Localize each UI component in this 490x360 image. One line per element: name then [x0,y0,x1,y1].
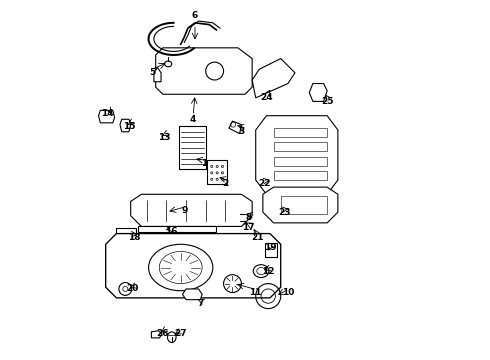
Bar [273,128,327,137]
Text: 23: 23 [278,208,291,217]
Text: 21: 21 [251,233,264,242]
Text: 2: 2 [222,179,228,188]
Text: 17: 17 [242,222,255,231]
Polygon shape [106,234,281,298]
Text: 8: 8 [245,213,252,222]
Text: 15: 15 [122,122,135,131]
Bar [179,126,206,169]
Text: 14: 14 [101,109,114,118]
Polygon shape [229,121,242,134]
Text: 24: 24 [260,93,273,102]
Bar [281,196,327,214]
Text: 16: 16 [166,227,178,236]
Bar [265,243,277,257]
Polygon shape [120,119,131,132]
Text: 19: 19 [264,243,276,252]
Text: 7: 7 [197,299,203,308]
Polygon shape [98,111,115,123]
Polygon shape [263,187,338,223]
Text: 25: 25 [321,97,333,106]
Bar [273,171,327,180]
Polygon shape [252,59,295,98]
Bar [207,160,227,184]
Polygon shape [151,331,162,338]
Polygon shape [256,116,338,194]
Polygon shape [154,67,161,82]
Text: 22: 22 [258,179,271,188]
Text: 13: 13 [158,132,171,141]
Text: 27: 27 [174,329,187,338]
Text: 1: 1 [201,159,207,168]
Text: 5: 5 [149,68,155,77]
Polygon shape [182,289,202,300]
Text: 18: 18 [128,233,141,242]
Text: 12: 12 [262,267,274,276]
Bar [117,228,136,235]
Text: 10: 10 [282,288,294,297]
Bar [273,143,327,152]
Polygon shape [309,84,327,102]
Text: 9: 9 [181,206,188,215]
Text: 4: 4 [190,115,196,124]
Text: 11: 11 [249,288,262,297]
Text: 6: 6 [192,11,198,20]
Text: 26: 26 [157,329,169,338]
Bar [273,157,327,166]
Polygon shape [138,226,217,232]
Text: 20: 20 [126,284,139,293]
Polygon shape [131,194,252,226]
Text: 3: 3 [238,127,245,136]
Polygon shape [156,48,252,94]
